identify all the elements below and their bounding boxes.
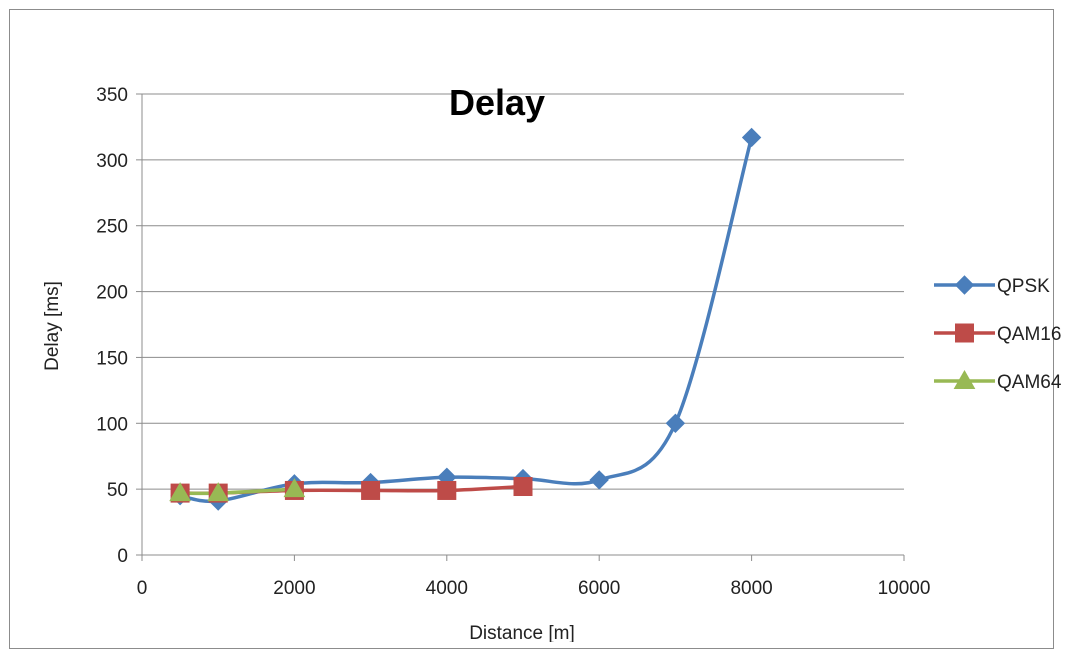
y-tick-label: 0	[117, 546, 128, 567]
legend-marker-qam16	[955, 323, 974, 343]
legend-marker-qam64	[953, 369, 976, 389]
axes	[136, 93, 905, 561]
y-tick-label: 250	[96, 217, 128, 238]
y-tick-label: 300	[96, 151, 128, 172]
data-point-qpsk	[589, 470, 609, 490]
y-tick-label: 100	[96, 414, 128, 435]
series-line-qam64	[178, 487, 297, 496]
y-axis-label: Delay [ms]	[42, 281, 63, 371]
data-point-qpsk	[665, 413, 686, 433]
data-point-qam64	[283, 478, 306, 498]
tick-labels: 0 50 100 150 200 250 300 350 0 2000 4000 6000 8000 10…	[96, 85, 930, 599]
legend: QPSK QAM16 QAM64	[934, 275, 1062, 393]
x-tick-label: 4000	[426, 578, 468, 599]
x-tick-label: 8000	[730, 578, 772, 599]
legend-label-qam64: QAM64	[997, 372, 1062, 393]
chart-title: Delay	[449, 82, 545, 123]
legend-label-qam16: QAM16	[997, 324, 1061, 345]
legend-label-qpsk: QPSK	[997, 276, 1050, 297]
series-markers	[169, 127, 762, 511]
series-lines	[178, 135, 754, 504]
y-tick-label: 200	[96, 283, 128, 304]
data-point-qpsk	[741, 127, 762, 148]
data-point-qam64	[207, 482, 230, 502]
x-axis-label: Distance [m]	[469, 623, 575, 642]
data-point-qam16	[361, 480, 381, 500]
y-tick-label: 50	[107, 480, 128, 501]
x-tick-label: 10000	[878, 578, 931, 599]
x-tick-label: 2000	[273, 578, 315, 599]
data-point-qam16	[513, 477, 533, 497]
legend-marker-qpsk	[954, 275, 975, 295]
grid-lines	[142, 93, 904, 490]
chart-frame	[9, 9, 1054, 649]
series-line-qpsk	[178, 135, 754, 504]
data-point-qam16	[437, 480, 457, 500]
y-tick-label: 350	[96, 85, 128, 106]
x-tick-label: 6000	[578, 578, 620, 599]
x-tick-label: 0	[137, 578, 148, 599]
data-point-qam64	[169, 482, 191, 502]
y-tick-label: 150	[96, 348, 128, 369]
